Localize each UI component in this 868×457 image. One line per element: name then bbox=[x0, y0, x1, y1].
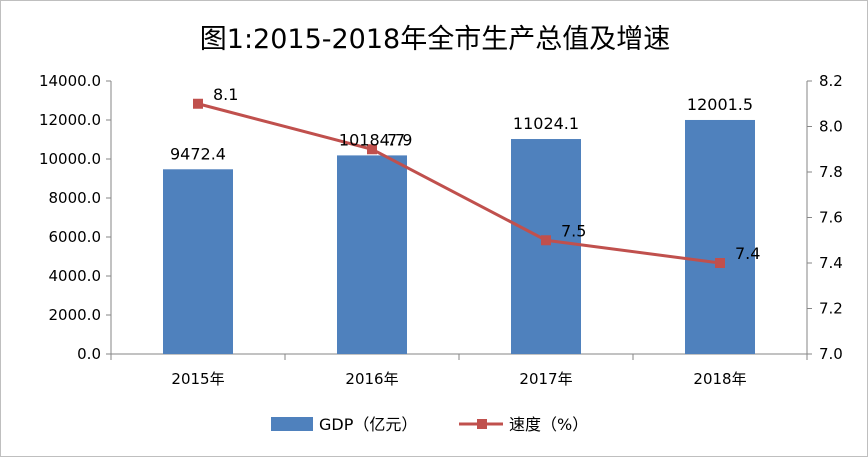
y-left-tick-label: 0.0 bbox=[77, 345, 101, 363]
y-right-tick-label: 7.0 bbox=[819, 345, 843, 363]
bar-data-label: 11024.1 bbox=[513, 114, 579, 133]
growth-rate-line bbox=[197, 102, 721, 265]
x-tick-label: 2017年 bbox=[519, 370, 572, 388]
legend-label-gdp: GDP（亿元） bbox=[319, 415, 417, 434]
legend-swatch-growth-marker bbox=[477, 419, 487, 429]
growth-rate-marker bbox=[193, 98, 203, 109]
line-data-label: 7.5 bbox=[561, 221, 586, 240]
line-data-label: 7.9 bbox=[387, 130, 412, 149]
chart-title: 图1:2015-2018年全市生产总值及增速 bbox=[200, 24, 670, 55]
y-left-tick-label: 2000.0 bbox=[49, 306, 102, 324]
y-left-tick-label: 14000.0 bbox=[39, 72, 101, 90]
legend: GDP（亿元） 速度（%） bbox=[271, 415, 588, 434]
bars-group bbox=[163, 119, 755, 354]
bar-gdp bbox=[685, 119, 755, 354]
x-tick-label: 2016年 bbox=[345, 370, 398, 388]
y-right-tick-label: 7.2 bbox=[819, 300, 843, 318]
y-left-tick-label: 8000.0 bbox=[49, 189, 102, 207]
bar-data-label: 12001.5 bbox=[687, 95, 753, 114]
growth-rate-marker bbox=[541, 235, 551, 246]
y-right-tick-label: 8.0 bbox=[819, 118, 843, 136]
y-left-tick-label: 6000.0 bbox=[49, 228, 102, 246]
y-right-tick-label: 7.4 bbox=[819, 254, 843, 272]
growth-rate-marker bbox=[715, 258, 725, 268]
bar-gdp bbox=[511, 139, 581, 354]
y-right-tick-label: 8.2 bbox=[819, 72, 843, 90]
bar-gdp bbox=[337, 155, 407, 354]
bar-gdp bbox=[163, 169, 233, 354]
labels-group: 9472.4 10184.7 11024.1 12001.5 8.1 7.9 7.5 7.4 bbox=[170, 85, 760, 263]
legend-swatch-gdp bbox=[271, 417, 313, 431]
y-left-tick-label: 4000.0 bbox=[49, 267, 102, 285]
line-group bbox=[193, 98, 725, 268]
bar-data-label: 10184.7 bbox=[339, 130, 405, 149]
growth-rate-marker bbox=[367, 144, 377, 155]
axes-group: 0.0 2000.0 4000.0 6000.0 8000.0 10000.0 12000.… bbox=[39, 72, 843, 388]
x-tick-label: 2015年 bbox=[171, 370, 224, 388]
y-right-tick-label: 7.6 bbox=[819, 209, 843, 227]
legend-label-growth: 速度（%） bbox=[509, 415, 588, 434]
y-left-tick-label: 10000.0 bbox=[39, 150, 101, 168]
y-right-tick-label: 7.8 bbox=[819, 163, 843, 181]
y-left-tick-label: 12000.0 bbox=[39, 111, 101, 129]
x-tick-label: 2018年 bbox=[693, 370, 746, 388]
line-data-label: 7.4 bbox=[735, 244, 760, 263]
line-data-label: 8.1 bbox=[213, 85, 238, 104]
bar-data-label: 9472.4 bbox=[170, 144, 226, 163]
